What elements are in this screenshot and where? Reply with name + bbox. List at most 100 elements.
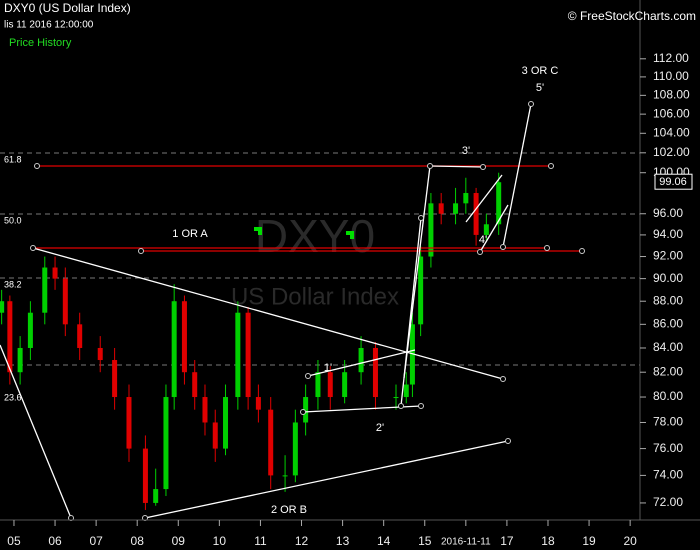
candle-body (315, 372, 321, 398)
axes: 72.00 74.00 76.00 78.00 80.00 82.00 84.00 86.00… (7, 51, 690, 548)
candle-body (342, 372, 348, 398)
fib-label: 23.6 (4, 392, 22, 402)
candle-body (202, 397, 208, 423)
y-tick-label: 94.00 (653, 227, 683, 241)
candle-body (245, 312, 251, 398)
x-tick-label: 15 (418, 534, 432, 548)
y-tick-label: 112.00 (653, 51, 689, 65)
candle-body (282, 475, 288, 477)
annotation: 3 OR C (522, 65, 559, 77)
y-tick-label: 74.00 (653, 468, 683, 482)
anchor-point (505, 438, 511, 444)
y-tick-label: 82.00 (653, 364, 683, 378)
annotation: 1' (324, 362, 332, 374)
anchor-point (548, 163, 554, 169)
y-tick-label: 96.00 (653, 206, 683, 220)
y-tick-label: 86.00 (653, 317, 683, 331)
anchor-point (579, 248, 585, 254)
fib-label: 61.8 (4, 154, 22, 164)
x-tick-label: 2016-11-11 (441, 537, 491, 548)
x-tick-label: 18 (541, 534, 555, 548)
anchor-point (480, 164, 486, 170)
x-tick-label: 10 (213, 534, 227, 548)
y-tick-label: 106.00 (653, 106, 690, 120)
candle-body (52, 267, 58, 279)
anchor-point (427, 163, 433, 169)
fib-levels: 61.8 50.0 38.2 23.6 (0, 152, 640, 402)
anchor-point (500, 376, 506, 382)
x-tick-label: 12 (295, 534, 309, 548)
arrow-icon (249, 227, 262, 240)
watermark: DXY0 US Dollar Index (231, 210, 399, 310)
candle-body (496, 182, 502, 225)
trend-line (502, 103, 532, 248)
arrow-icon (341, 231, 354, 244)
y-tick-label: 90.00 (653, 271, 683, 285)
fib-label: 50.0 (4, 215, 22, 225)
last-price-label: 99.06 (659, 176, 687, 188)
annotation: 4' (479, 234, 487, 246)
panel-label: Price History (9, 37, 72, 49)
anchor-point (477, 249, 483, 255)
copyright: © FreeStockCharts.com (568, 9, 696, 23)
y-tick-label: 108.00 (653, 88, 690, 102)
x-tick-label: 09 (172, 534, 186, 548)
x-tick-label: 06 (48, 534, 62, 548)
y-tick-label: 80.00 (653, 389, 683, 403)
candle-body (223, 397, 229, 449)
x-tick-label: 20 (623, 534, 637, 548)
candle-body (303, 397, 309, 423)
candle-body (409, 324, 415, 385)
x-tick-label: 13 (336, 534, 350, 548)
candle-body (0, 301, 5, 313)
x-tick-label: 19 (582, 534, 596, 548)
candles (0, 172, 502, 510)
candle-body (235, 312, 241, 398)
annotation: 5' (536, 82, 544, 94)
anchor-point (418, 403, 424, 409)
last-price-box (654, 173, 693, 190)
x-tick-label: 11 (254, 534, 267, 548)
trend-line (429, 165, 484, 168)
x-tick-label: 17 (500, 534, 514, 548)
candle-body (428, 203, 434, 257)
anchor-point (528, 101, 534, 107)
watermark-symbol: DXY0 (255, 210, 375, 262)
y-tick-label: 78.00 (653, 415, 683, 429)
anchor-point (418, 215, 424, 221)
candle-body (181, 301, 187, 373)
candle-body (42, 267, 48, 313)
fib-label: 38.2 (4, 279, 22, 289)
candle-body (292, 422, 298, 476)
candle-body (403, 384, 409, 398)
y-tick-label: 76.00 (653, 441, 683, 455)
anchor-point (30, 245, 36, 251)
candle-body (358, 347, 364, 373)
candle-body (126, 397, 132, 449)
trend-line (479, 204, 509, 253)
anchor-point (500, 244, 506, 250)
annotations: 3 OR C 5' 3' 4' 1 OR A 1' 2' 2 OR B (172, 65, 558, 516)
candle-body (212, 422, 218, 449)
x-tick-label: 08 (131, 534, 145, 548)
timestamp: lis 11 2016 12:00:00 (4, 20, 94, 31)
candle-body (7, 301, 13, 373)
trend-line (144, 440, 509, 519)
y-tick-label: 92.00 (653, 249, 683, 263)
candle-body (112, 360, 118, 398)
candle-body (255, 397, 261, 410)
candle-body (327, 372, 333, 398)
y-tick-label: 102.00 (653, 145, 690, 159)
candle-body (17, 347, 23, 373)
trend-line (32, 247, 504, 380)
anchor-point (34, 163, 40, 169)
candle-body (142, 448, 148, 503)
candle-body (171, 301, 177, 398)
trend-line (0, 344, 72, 519)
annotation: 2 OR B (271, 504, 307, 516)
candle-body (483, 224, 489, 235)
y-tick-label: 84.00 (653, 340, 683, 354)
candle-body (473, 193, 479, 235)
